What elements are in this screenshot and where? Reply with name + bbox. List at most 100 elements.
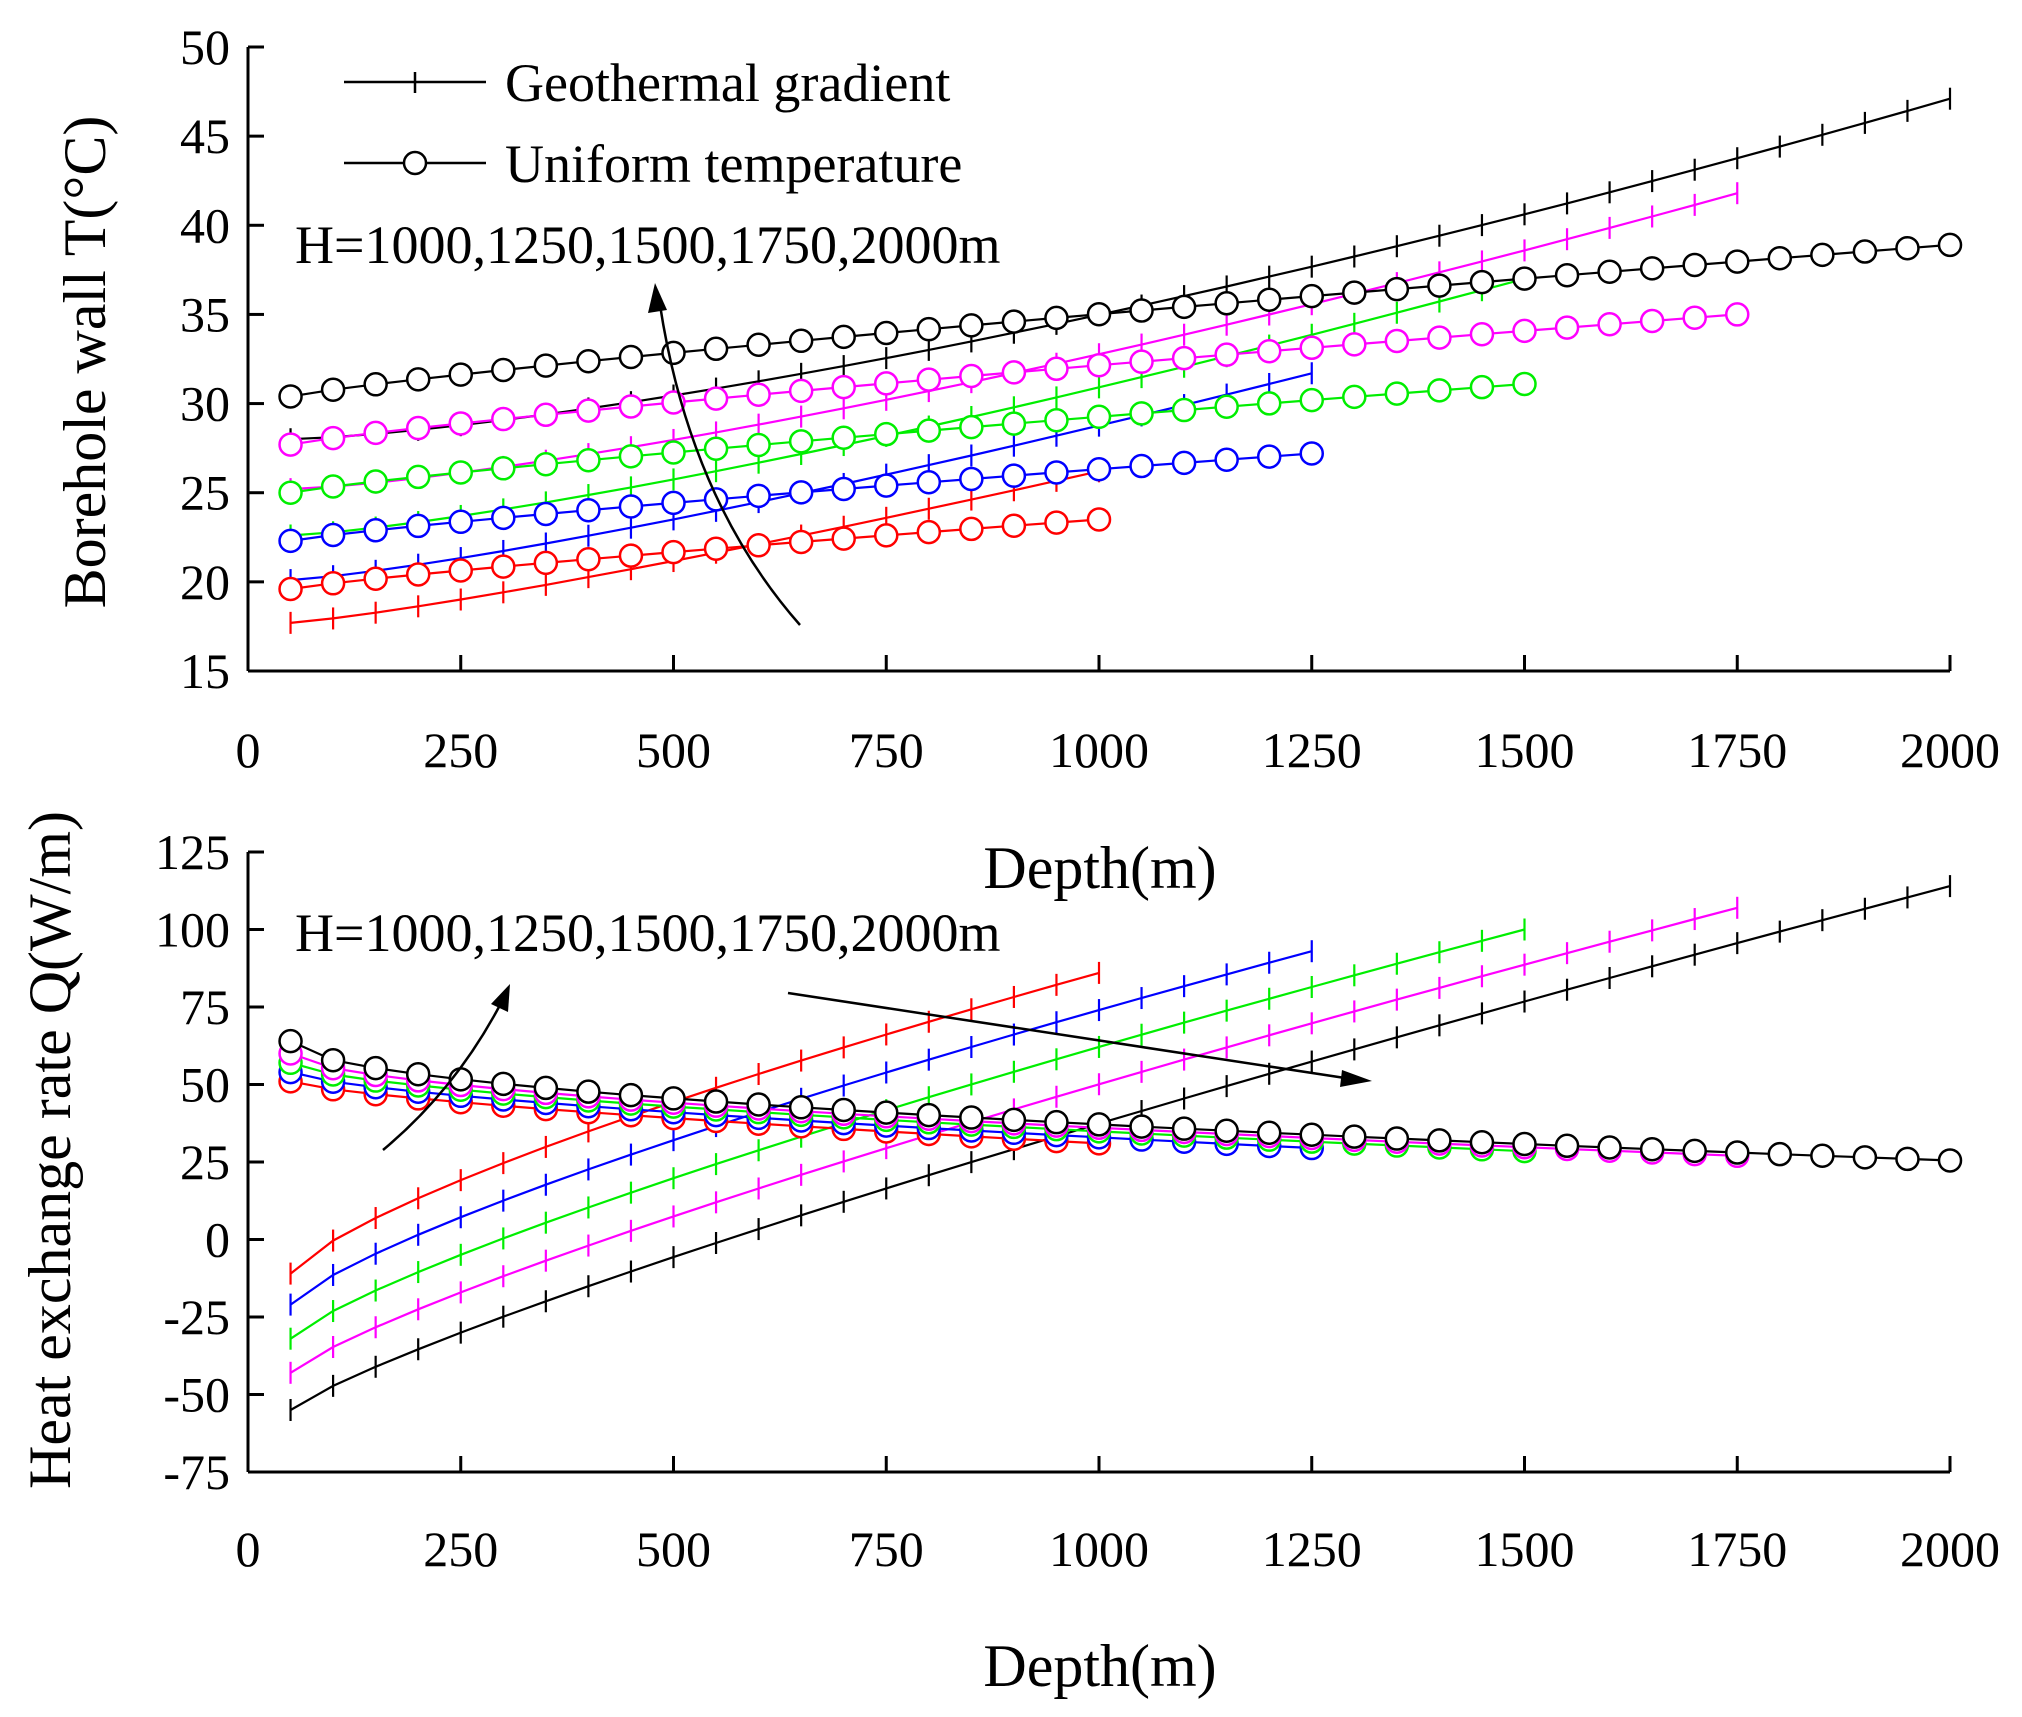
top-data-point-circle (618, 494, 644, 519)
top-data-point-circle (874, 523, 899, 548)
top-data-point-circle (533, 550, 559, 576)
top-data-point-circle (1001, 411, 1027, 436)
top-data-point-circle (916, 470, 942, 495)
top-data-point-circle (1044, 305, 1069, 331)
top-data-point-circle (1469, 321, 1495, 347)
bottom-y-tick-label: 125 (155, 824, 230, 880)
top-x-tick-label: 0 (236, 722, 261, 778)
top-data-point-circle (533, 501, 559, 527)
bottom-data-point-circle (959, 1105, 984, 1130)
top-annotation-label: H=1000,1250,1500,1750,2000m (295, 215, 1000, 275)
top-data-point-circle (1512, 266, 1537, 291)
bottom-data-point-circle (618, 1082, 644, 1108)
top-data-point-circle (533, 451, 559, 477)
bottom-data-point-circle (1937, 1148, 1963, 1173)
bottom-annotation-arrowhead-up (491, 984, 510, 1012)
top-data-point-circle (916, 367, 942, 392)
top-annotation-arrowhead (648, 283, 667, 313)
bottom-series-line (290, 885, 1951, 1411)
top-data-point-circle (1597, 312, 1622, 337)
bottom-data-point-circle (1086, 1112, 1112, 1137)
bottom-data-point-circle (1597, 1135, 1622, 1160)
top-data-point-circle (703, 336, 729, 362)
top-data-point-circle (1086, 404, 1112, 430)
top-data-point-circle (1342, 280, 1367, 305)
top-data-point-circle (491, 357, 516, 383)
bottom-y-tick-label: -25 (163, 1289, 230, 1345)
top-data-point-circle (448, 509, 473, 535)
top-x-axis-title: Depth(m) (983, 835, 1216, 901)
bottom-data-point-circle (533, 1075, 559, 1101)
top-data-point-circle (1767, 245, 1793, 271)
top-data-point-circle (916, 519, 942, 545)
top-data-point-circle (1469, 374, 1495, 400)
top-data-point-circle (1044, 460, 1069, 485)
top-x-tick-label: 1500 (1475, 722, 1575, 778)
top-x-tick-label: 750 (849, 722, 924, 778)
bottom-data-point-circle (1001, 1107, 1027, 1133)
bottom-data-point-circle (1129, 1114, 1154, 1139)
top-data-point-circle (746, 382, 771, 407)
top-data-point-circle (788, 328, 814, 354)
top-data-point-circle (1427, 325, 1452, 350)
top-data-point-circle (278, 528, 303, 554)
top-data-point-circle (746, 432, 771, 458)
top-data-point-circle (576, 497, 601, 523)
bottom-data-point-circle (1256, 1120, 1282, 1146)
top-data-point-circle (1427, 378, 1452, 403)
top-data-point-circle (1086, 301, 1112, 327)
top-data-point-circle (1299, 387, 1324, 413)
top-data-point-circle (1725, 302, 1750, 327)
top-data-point-circle (874, 473, 899, 498)
top-data-point-circle (1214, 447, 1239, 472)
bottom-y-tick-label: 100 (155, 902, 230, 958)
top-series-line (290, 243, 1951, 398)
top-data-point-circle (1256, 391, 1282, 416)
top-data-point-circle (405, 513, 431, 539)
top-data-point-circle (278, 384, 303, 409)
top-data-point-circle (533, 353, 559, 378)
bottom-data-point-circle (916, 1102, 942, 1128)
top-data-point-circle (1895, 235, 1920, 261)
bottom-data-point-circle (1171, 1116, 1197, 1141)
top-data-point-circle (1214, 342, 1239, 367)
bottom-data-point-circle (320, 1047, 346, 1073)
top-data-point-circle (405, 367, 431, 392)
top-data-point-circle (959, 516, 984, 542)
bottom-x-ticks: 0 250 500 750 1000 1250 1500 1750 2000 (236, 1456, 2000, 1577)
top-series-line (290, 277, 1525, 537)
top-x-tick-label: 500 (636, 722, 711, 778)
bottom-x-tick-label: 1250 (1262, 1521, 1362, 1577)
top-data-point-circle (703, 386, 729, 411)
top-data-point-circle (363, 518, 388, 543)
bottom-annotation-arrowhead-right (1340, 1070, 1372, 1087)
top-data-point-circle (618, 543, 644, 568)
top-data-point-circle (874, 371, 899, 396)
top-data-point-circle (1001, 360, 1027, 385)
top-x-tick-label: 250 (423, 722, 498, 778)
top-data-point-circle (916, 418, 942, 443)
top-data-point-circle (448, 460, 473, 485)
top-data-point-circle (1384, 381, 1410, 406)
top-y-tick-label: 45 (180, 108, 230, 164)
top-x-ticks: 0 250 500 750 1000 1250 1500 1750 2000 (236, 655, 2000, 778)
bottom-data-point-circle (1044, 1109, 1069, 1135)
bottom-series-h1500-geothermal (289, 918, 1526, 1350)
top-data-point-circle (661, 340, 686, 366)
bottom-data-point-circle (703, 1089, 729, 1114)
top-data-point-circle (874, 421, 899, 447)
top-data-point-circle (1427, 273, 1452, 298)
top-data-point-circle (1086, 507, 1112, 532)
top-data-point-circle (1256, 338, 1282, 364)
top-data-point-circle (1129, 349, 1154, 374)
bottom-y-tick-label: 50 (180, 1057, 230, 1113)
bottom-y-tick-label: 0 (205, 1212, 230, 1268)
top-data-point-circle (703, 487, 729, 512)
top-data-point-circle (831, 324, 856, 350)
top-series-group (278, 87, 1963, 634)
top-data-point-circle (788, 480, 814, 505)
top-data-point-circle (1044, 407, 1069, 433)
top-data-point-circle (959, 313, 984, 338)
top-data-point-circle (661, 539, 686, 565)
